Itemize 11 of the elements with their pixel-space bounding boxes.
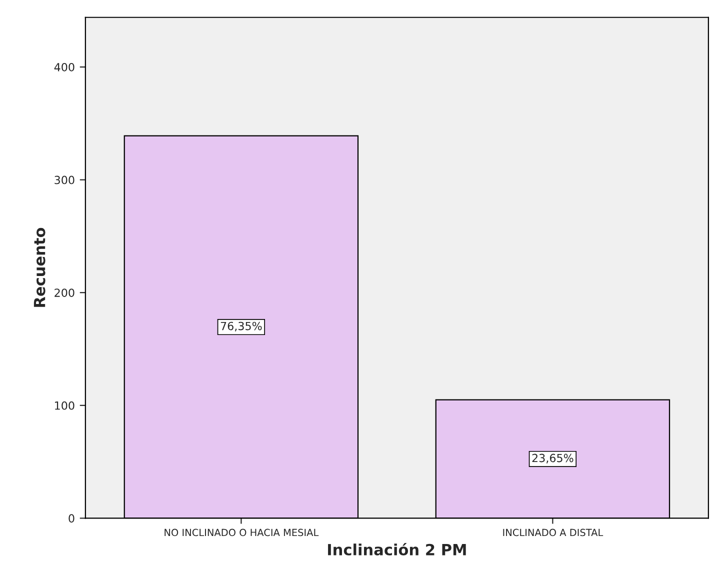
y-tick-label: 100 <box>55 401 74 410</box>
y-tick-label: 200 <box>54 288 74 297</box>
x-tick-label: NO INCLINADO O HACIA MESIAL <box>164 528 319 536</box>
y-tick-label: 300 <box>54 176 74 184</box>
y-tick-label: 0 <box>68 514 74 523</box>
y-axis-title: Recuento <box>34 228 46 307</box>
annotation: 23,65% <box>532 454 574 464</box>
x-tick-label: INCLINADO A DISTAL <box>503 528 604 536</box>
y-tick-label: 400 <box>54 62 74 72</box>
annotation: 76,35% <box>220 322 262 332</box>
x-axis-title: Inclinación 2 PM <box>328 542 466 556</box>
